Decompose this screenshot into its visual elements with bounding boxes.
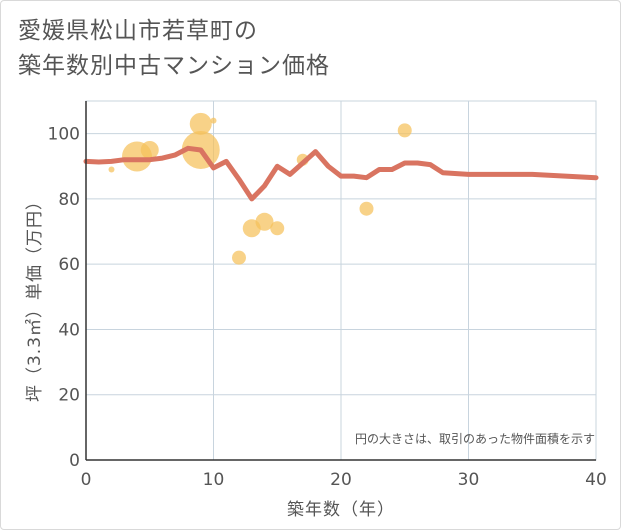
grid-lines [85,100,597,461]
bubble-point [397,123,412,138]
bubble-point [140,140,159,159]
x-tick-label: 40 [585,470,607,490]
bubble-point [189,112,212,135]
x-tick-label: 10 [203,470,225,490]
chart-title-line1: 愛媛県松山市若草町の [18,18,258,44]
average-price-line [83,145,599,202]
x-tick-label: 20 [330,470,352,490]
y-axis-label: 坪（3.3㎡）単価（万円） [25,192,45,402]
y-tick-label: 40 [58,320,80,340]
x-axis-label: 築年数（年） [287,500,395,520]
bubble-point [270,221,285,236]
x-tick-label: 30 [458,470,480,490]
chart-title: 愛媛県松山市若草町の 築年数別中古マンション価格 [18,14,330,84]
bubble-point [232,250,246,265]
x-tick-label: 0 [81,470,92,490]
y-tick-label: 0 [69,451,80,471]
line-series [83,145,599,202]
y-tick-label: 80 [58,190,80,210]
bubble-point [210,117,217,124]
size-annotation: 円の大きさは、取引のあった物件面積を示す [355,431,595,446]
y-tick-label: 60 [58,255,80,275]
chart-title-line2: 築年数別中古マンション価格 [18,53,330,79]
bubble-point [359,201,374,216]
bubble-point [255,212,274,231]
y-tick-label: 100 [48,125,80,145]
axes: 0 20 40 60 80 100 0 10 20 30 40 [48,101,607,490]
y-tick-label: 20 [58,386,80,406]
bubble-point [108,166,115,173]
